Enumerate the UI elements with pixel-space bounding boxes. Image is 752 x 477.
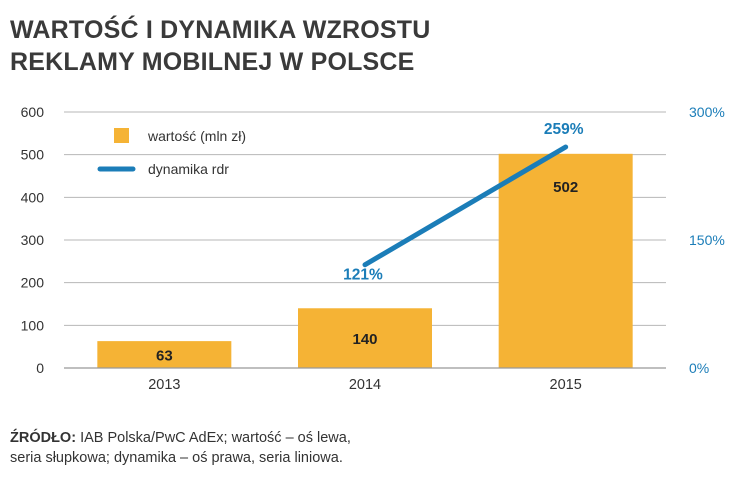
y-left-tick-label: 300 [21,232,45,248]
y-left-tick-label: 100 [21,317,45,333]
line-value-label: 121% [343,267,383,284]
line-value-label: 259% [544,121,584,138]
y-left-tick-label: 600 [21,104,45,120]
bar [298,308,432,368]
y-left-tick-label: 0 [36,360,44,376]
combo-chart: 0 100 200 300 400 500 600 0% 150% 300% 63 140 502 201… [21,104,725,393]
source-label: ŹRÓDŁO: [10,430,77,446]
bar [97,341,232,368]
legend-label-line: dynamika rdr [148,161,229,177]
line-series-dynamika [362,144,569,268]
bar-value-label: 502 [553,179,578,196]
y-right-tick-label: 0% [689,360,709,376]
x-tick-label: 2013 [148,377,180,393]
y-left-tick-label: 200 [21,275,45,291]
bar-value-label: 140 [352,331,377,348]
source-note: ŹRÓDŁO: IAB Polska/PwC AdEx; wartość – o… [10,428,351,468]
chart-title-line-1: WARTOŚĆ I DYNAMIKA WZROSTU [10,16,431,44]
y-left-tick-label: 500 [21,147,45,163]
legend-label-bar: wartość (mln zł) [147,128,246,144]
source-text-line-2: seria słupkowa; dynamika – oś prawa, ser… [10,450,343,466]
chart-title: WARTOŚĆ I DYNAMIKA WZROSTU REKLAMY MOBIL… [10,14,430,78]
bar-value-label: 63 [156,348,173,365]
y-left-tick-label: 400 [21,189,45,205]
y-right-tick-label: 150% [689,232,725,248]
x-tick-label: 2015 [550,377,582,393]
legend-swatch-bar [114,128,129,143]
bar [498,153,633,368]
source-text-line-1: IAB Polska/PwC AdEx; wartość – oś lewa, [76,430,351,446]
y-right-tick-label: 300% [689,104,725,120]
x-tick-label: 2014 [349,377,381,393]
chart-title-line-2: REKLAMY MOBILNEJ W POLSCE [10,48,415,76]
